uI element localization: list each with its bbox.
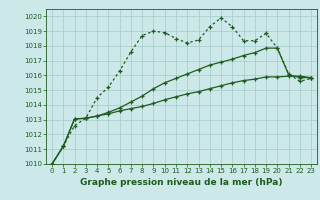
X-axis label: Graphe pression niveau de la mer (hPa): Graphe pression niveau de la mer (hPa) xyxy=(80,178,283,187)
